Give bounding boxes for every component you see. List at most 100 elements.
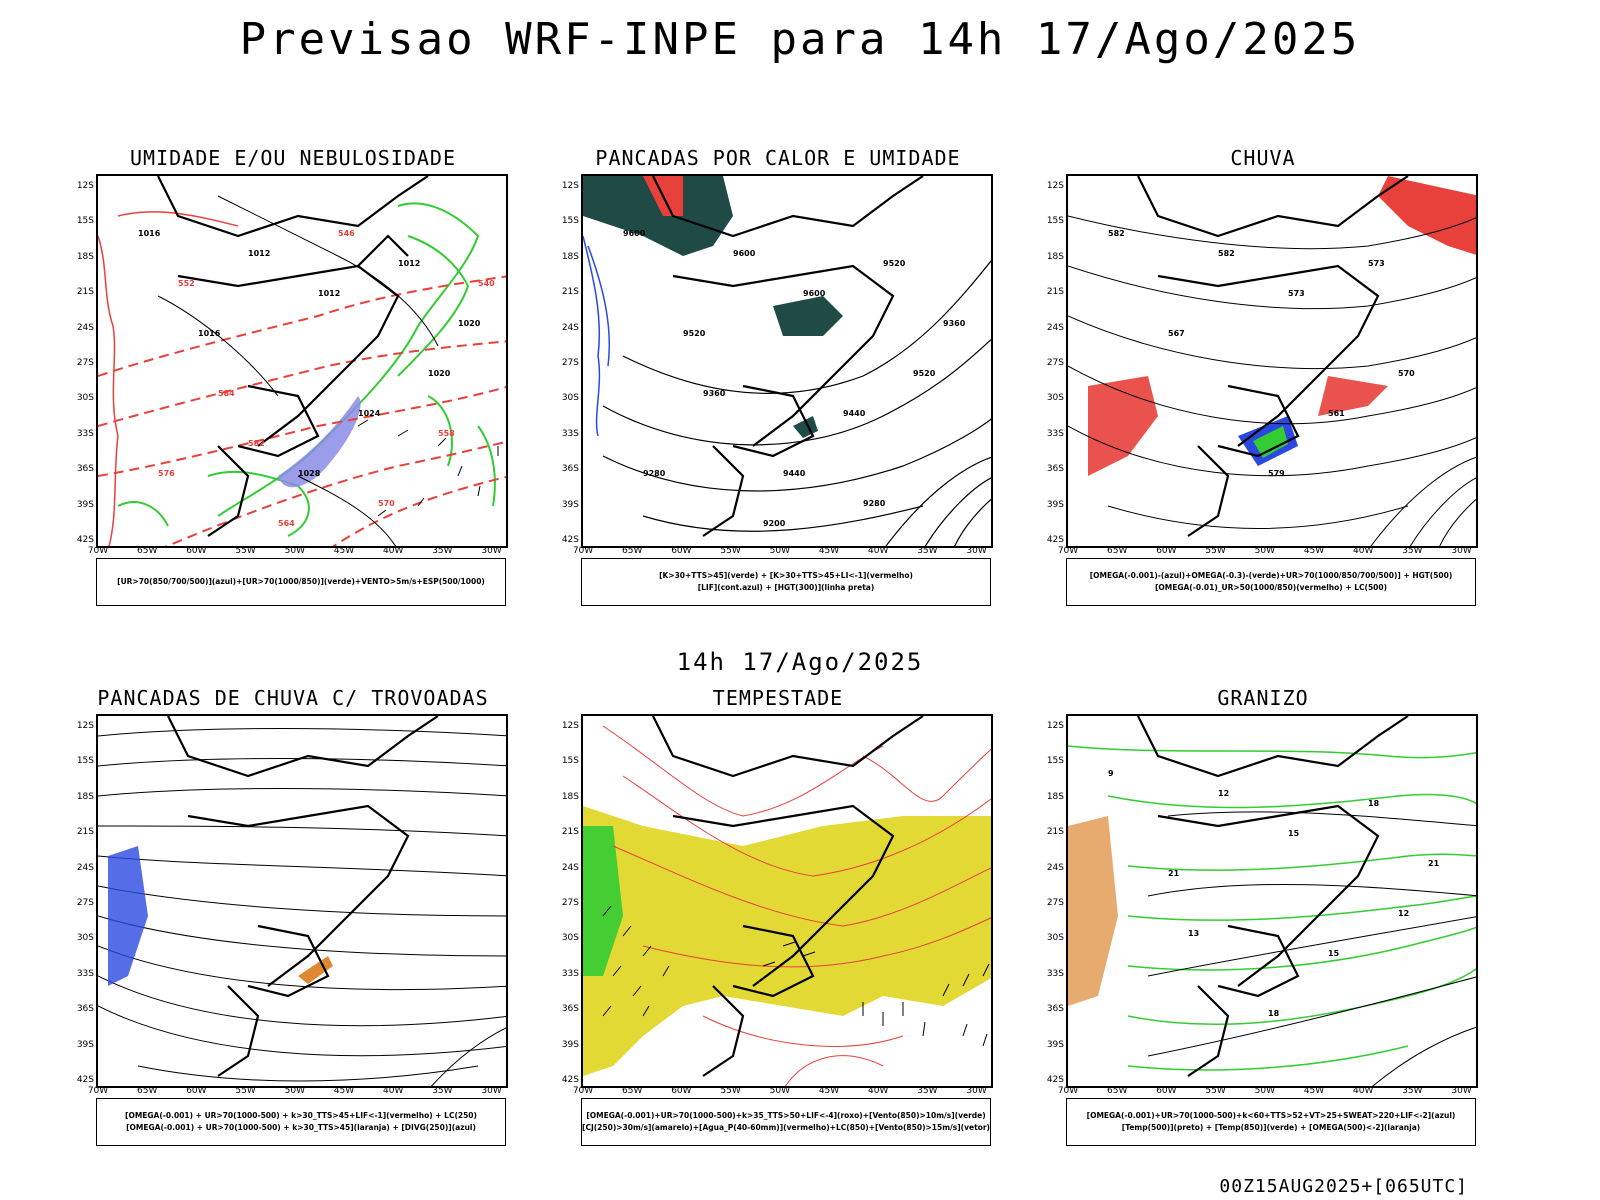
lat-tick-label: 36S [1046,464,1064,475]
lat-tick-label: 42S [76,1075,94,1085]
lon-tick-label: 50W [1254,546,1275,556]
lon-tick-label: 50W [284,1086,305,1096]
legend-line: [OMEGA(-0.001)+UR>70(1000-500)+k>35_TTS>… [586,1111,986,1120]
lon-tick-label: 40W [383,1086,404,1096]
lat-tick-label: 21S [561,287,579,298]
contour-label: 1024 [358,409,381,418]
lat-tick-label: 18S [561,251,579,262]
lon-tick-label: 40W [1353,546,1374,556]
lat-tick-label: 18S [561,791,579,802]
panel-title: GRANIZO [1217,686,1309,710]
lon-tick-label: 40W [1353,1086,1374,1096]
contour-label: 21 [1168,869,1180,878]
lon-axis: 70W 65W 60W 55W 50W 45W 40W 35W 30W [88,1086,508,1100]
contour-label: 9 [1108,769,1114,778]
lon-tick-label: 50W [769,1086,790,1096]
lat-tick-label: 27S [561,898,579,908]
contour-label: 9600 [803,289,826,298]
legend-line: [K>30+TTS>45](verde) + [K>30+TTS>45+LI<-… [659,571,913,580]
map-umidade: 1016 1012 1012 1012 1016 1020 1024 1028 1020 584 5… [96,174,508,548]
lat-tick-label: 12S [76,181,94,191]
map-graphic [583,716,991,1086]
contour-label: 9360 [943,319,966,328]
contour-label: 9280 [863,499,886,508]
contour-label: 582 [1108,229,1125,238]
lon-tick-label: 55W [235,1086,256,1096]
lat-tick-label: 33S [1046,428,1064,439]
contour-label: 582 [248,439,265,448]
contour-label: 1028 [298,469,321,478]
legend-line: [OMEGA(-0.001) + UR>70(1000-500) + k>30_… [125,1111,477,1120]
lon-tick-label: 50W [769,546,790,556]
contour-label: 540 [478,279,495,288]
contour-label: 18 [1368,799,1380,808]
lon-tick-label: 45W [1303,546,1325,556]
forecast-time-label: 14h 17/Ago/2025 [676,648,924,676]
panel-granizo: GRANIZO 12S 15S 18S 21S 24S 27S 30S 33S 36S 39S 42… [1047,686,1478,1166]
contour-label: 573 [1368,259,1385,268]
lon-axis: 70W 65W 60W 55W 50W 45W 40W 35W 30W [573,546,993,560]
contour-label: 9200 [763,519,786,528]
legend-line: [CJ(250)>30m/s](amarelo)+[Agua_P(40-60mm… [582,1123,990,1132]
lon-tick-label: 35W [917,1086,938,1096]
contour-label: 546 [338,229,355,238]
lon-tick-label: 55W [1205,546,1226,556]
legend-line: [OMEGA(-0.001)-(azul)+OMEGA(-0.3)-(verde… [1089,571,1453,580]
lat-tick-label: 18S [76,251,94,262]
panel-title: CHUVA [1230,146,1296,170]
contour-label: 561 [1328,409,1345,418]
contour-label: 558 [438,429,455,438]
lat-tick-label: 30S [1046,933,1064,944]
lat-tick-label: 24S [76,322,94,333]
legend: [UR>70(850/700/500)](azul)+[UR>70(1000/8… [96,558,506,606]
legend-line: [Temp(500)](preto) + [Temp(850)](verde) … [1121,1123,1421,1132]
lon-tick-label: 65W [137,546,158,556]
contour-label: 1016 [138,229,161,238]
model-run-label: 00Z15AUG2025+[065UTC] [1219,1176,1468,1197]
panel-pancadas-trovoadas: PANCADAS DE CHUVA C/ TROVOADAS 12S 15S 18S… [77,686,508,1166]
map-pancadas-calor: 9600 9600 9600 9520 9520 9520 9440 9440 9360 9360… [581,174,993,548]
lat-axis: 12S 15S 18S 21S 24S 27S 30S 33S 36S 39S 42S [64,174,94,548]
lat-axis: 12S 15S 18S 21S 24S 27S 30S 33S 36S 39S 42S [64,714,94,1088]
contour-label: 1020 [428,369,451,378]
panel-umidade: UMIDADE E/OU NEBULOSIDADE 12S 15S 18S 21S 24… [77,146,508,626]
lat-tick-label: 33S [1046,968,1064,979]
legend-line: [OMEGA(-0.01)_UR>50(1000/850)(vermelho) … [1154,583,1388,592]
contour-label: 564 [278,519,295,528]
contour-label: 9360 [703,389,726,398]
lon-axis: 70W 65W 60W 55W 50W 45W 40W 35W 30W [573,1086,993,1100]
panel-title: TEMPESTADE [712,686,844,710]
lat-tick-label: 12S [76,721,94,731]
lon-tick-label: 70W [87,1086,109,1096]
lat-tick-label: 42S [1046,535,1064,545]
contour-label: 13 [1188,929,1199,938]
lat-tick-label: 27S [1046,898,1064,908]
main-title: Previsao WRF-INPE para 14h 17/Ago/2025 [239,14,1361,65]
lat-tick-label: 30S [561,393,579,404]
lat-axis: 12S 15S 18S 21S 24S 27S 30S 33S 36S 39S 42S [1034,714,1064,1088]
lat-axis: 12S 15S 18S 21S 24S 27S 30S 33S 36S 39S 42S [549,714,579,1088]
lon-axis: 70W 65W 60W 55W 50W 45W 40W 35W 30W [88,546,508,560]
lon-tick-label: 50W [284,546,305,556]
lon-tick-label: 45W [1303,1086,1325,1096]
contour-label: 18 [1268,1009,1280,1018]
lon-tick-label: 30W [1451,1086,1472,1096]
map-pancadas-trovoadas [96,714,508,1088]
map-tempestade [581,714,993,1088]
contour-label: 15 [1328,949,1340,958]
map-graphic: 582 582 573 573 567 570 561 579 [1068,176,1476,546]
lon-tick-label: 65W [1107,1086,1128,1096]
lat-axis: 12S 15S 18S 21S 24S 27S 30S 33S 36S 39S 42S [1034,174,1064,548]
lat-tick-label: 33S [76,428,94,439]
legend: [OMEGA(-0.001) + UR>70(1000-500) + k>30_… [96,1098,506,1146]
lat-tick-label: 15S [1046,756,1064,767]
lon-tick-label: 55W [235,546,256,556]
legend-line: [OMEGA(-0.001)+UR>70(1000-500)+k<60+TTS>… [1086,1111,1456,1120]
lon-tick-label: 50W [1254,1086,1275,1096]
lon-tick-label: 35W [432,1086,453,1096]
contour-label: 570 [1398,369,1415,378]
lon-tick-label: 35W [917,546,938,556]
lat-tick-label: 15S [561,756,579,767]
lat-tick-label: 42S [1046,1075,1064,1085]
lat-tick-label: 12S [1046,181,1064,191]
